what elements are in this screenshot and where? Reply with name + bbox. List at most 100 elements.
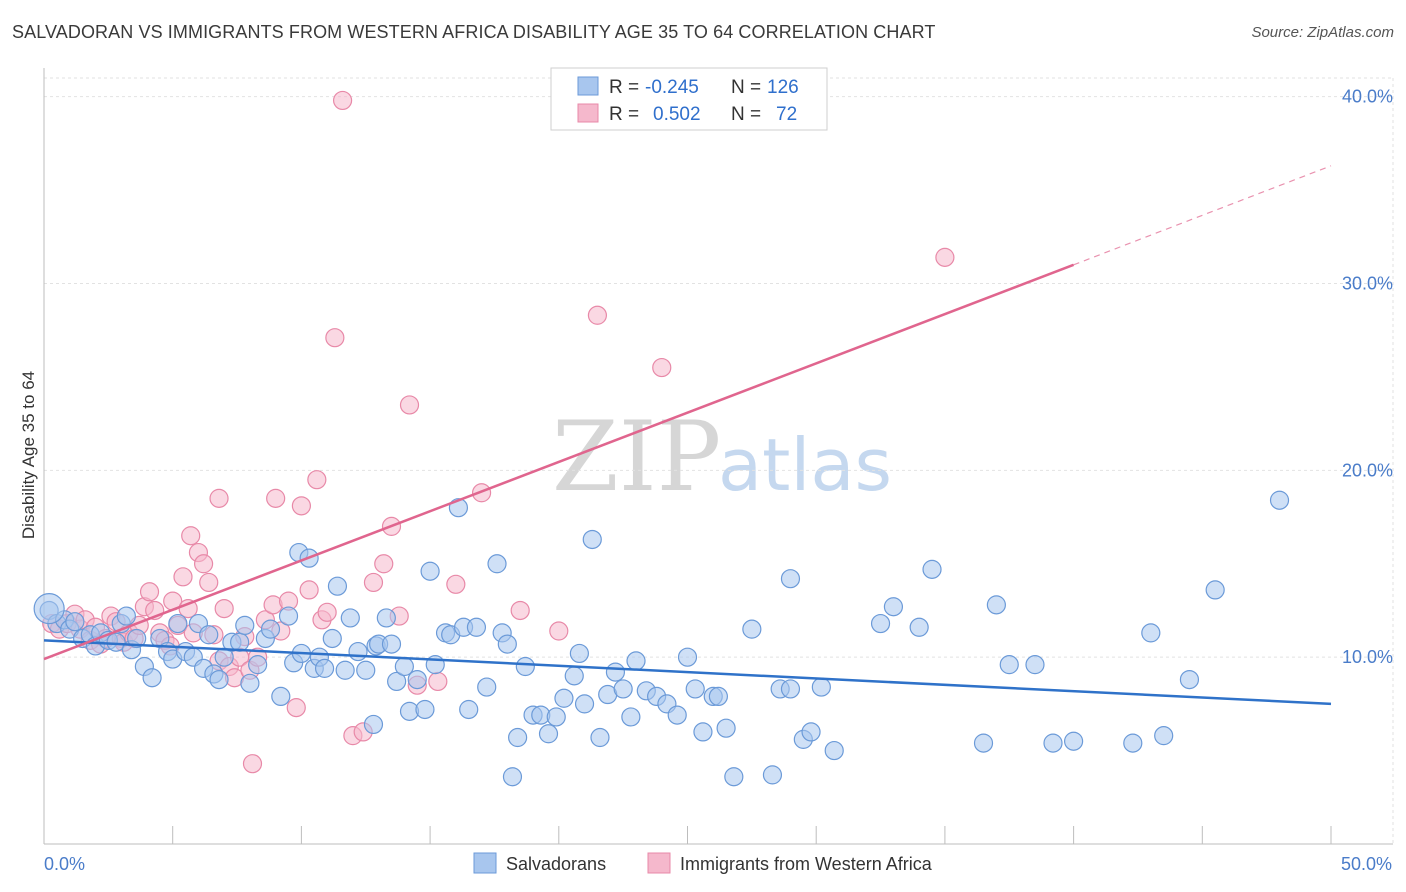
salvadorans-point-122 <box>1141 623 1161 643</box>
immigrants-point-60 <box>428 671 448 692</box>
salvadorans-point-25 <box>199 625 219 645</box>
bottom-legend-label-salvadorans: Salvadorans <box>506 854 606 874</box>
immigrants-point-66 <box>652 357 672 378</box>
salvadorans-point-90 <box>626 651 646 671</box>
legend-r-label-2: R = <box>609 104 644 125</box>
salvadorans-point-111 <box>870 613 891 634</box>
immigrants-point-71 <box>935 247 955 267</box>
series-salvadorans-points <box>33 490 1290 787</box>
salvadorans-point-112 <box>883 597 904 617</box>
salvadorans-point-47 <box>335 660 355 680</box>
legend-swatch-salvadorans <box>577 76 599 96</box>
stats-legend: R = -0.245 N = 126 R = 0.502 N = 72 <box>550 67 828 131</box>
trend-line-immigrants-extension <box>1073 165 1332 266</box>
bottom-legend-swatch-immigrants <box>647 852 671 874</box>
immigrants-point-18 <box>139 582 160 602</box>
salvadorans-point-50 <box>356 660 376 680</box>
salvadorans-point-97 <box>693 722 713 742</box>
salvadorans-point-120 <box>1063 731 1084 751</box>
salvadorans-point-33 <box>248 655 268 675</box>
salvadorans-point-95 <box>677 647 698 667</box>
salvadorans-point-87 <box>605 662 626 682</box>
salvadorans-point-44 <box>314 658 335 678</box>
salvadorans-point-121 <box>1123 733 1143 753</box>
salvadorans-point-32 <box>240 673 260 693</box>
immigrants-point-44 <box>286 698 306 718</box>
salvadorans-point-55 <box>381 634 402 654</box>
bottom-legend-label-immigrants: Immigrants from Western Africa <box>680 854 933 874</box>
immigrants-point-33 <box>214 598 234 619</box>
salvadorans-point-35 <box>260 619 281 639</box>
salvadorans-point-113 <box>909 617 929 637</box>
legend-swatch-immigrants <box>577 103 599 123</box>
immigrants-point-50 <box>325 328 345 348</box>
salvadorans-point-49 <box>348 641 368 662</box>
series-legend: Salvadorans Immigrants from Western Afri… <box>473 852 933 874</box>
salvadorans-point-27 <box>209 669 229 690</box>
immigrants-point-45 <box>291 496 311 516</box>
y-tick-label-20: 20.0% <box>1342 460 1393 480</box>
legend-r-value-1: -0.245 <box>645 77 699 98</box>
salvadorans-point-78 <box>538 724 559 744</box>
y-tick-label-40: 40.0% <box>1342 87 1393 107</box>
legend-n-label-1: N = <box>731 77 766 98</box>
immigrants-point-30 <box>199 572 219 593</box>
salvadorans-point-59 <box>407 669 427 690</box>
immigrants-point-69 <box>209 488 229 508</box>
immigrants-point-58 <box>399 395 420 415</box>
immigrants-point-47 <box>307 470 327 490</box>
salvadorans-point-109 <box>811 677 831 697</box>
salvadorans-point-83 <box>574 694 595 714</box>
immigrants-point-54 <box>363 572 384 593</box>
legend-n-value-1: 126 <box>767 77 799 98</box>
y-axis-label: Disability Age 35 to 64 <box>19 371 38 539</box>
salvadorans-point-54 <box>376 608 396 628</box>
salvadorans-point-31 <box>235 615 255 636</box>
salvadorans-point-94 <box>667 705 687 725</box>
immigrants-point-46 <box>299 580 319 600</box>
salvadorans-point-20 <box>168 613 188 634</box>
immigrants-point-64 <box>549 621 569 641</box>
salvadorans-point-14 <box>127 628 147 649</box>
immigrants-point-51 <box>332 90 353 111</box>
salvadorans-point-51 <box>363 714 384 735</box>
salvadorans-point-60 <box>415 699 435 720</box>
axes <box>43 68 1393 845</box>
immigrants-point-29 <box>193 554 214 574</box>
salvadorans-point-84 <box>582 529 602 550</box>
salvadorans-point-74 <box>508 727 528 748</box>
salvadorans-point-119 <box>1043 733 1063 753</box>
salvadorans-point-46 <box>327 576 348 596</box>
salvadorans-point-12 <box>116 606 136 626</box>
chart-title: SALVADORAN VS IMMIGRANTS FROM WESTERN AF… <box>12 22 936 42</box>
salvadorans-point-79 <box>546 707 566 727</box>
legend-n-label-2: N = <box>731 104 766 125</box>
salvadorans-point-4 <box>65 612 85 632</box>
salvadorans-point-82 <box>569 643 589 664</box>
immigrants-point-65 <box>587 305 608 325</box>
salvadorans-point-67 <box>459 699 479 720</box>
salvadorans-point-75 <box>515 656 535 677</box>
salvadorans-point-85 <box>590 727 610 748</box>
salvadorans-point-80 <box>554 688 574 708</box>
salvadorans-point-68 <box>466 617 487 637</box>
salvadorans-point-110 <box>824 740 844 761</box>
x-tick-label-max: 50.0% <box>1341 854 1392 874</box>
bottom-legend-swatch-salvadorans <box>473 852 497 874</box>
salvadorans-point-56 <box>387 671 407 692</box>
salvadorans-point-102 <box>742 619 762 639</box>
salvadorans-point-45 <box>322 628 342 649</box>
salvadorans-point-96 <box>685 679 705 699</box>
legend-r-label-1: R = <box>609 77 644 98</box>
salvadorans-point-36 <box>271 686 291 707</box>
salvadorans-point-108 <box>801 722 821 742</box>
salvadorans-point-125 <box>1205 580 1225 600</box>
immigrants-point-61 <box>446 574 466 594</box>
salvadorans-point-100 <box>716 718 736 738</box>
immigrants-point-68 <box>266 488 286 508</box>
salvadorans-point-72 <box>497 634 517 654</box>
grid-lines <box>44 77 1394 844</box>
salvadorans-point-37 <box>278 606 299 626</box>
immigrants-point-63 <box>510 600 530 621</box>
